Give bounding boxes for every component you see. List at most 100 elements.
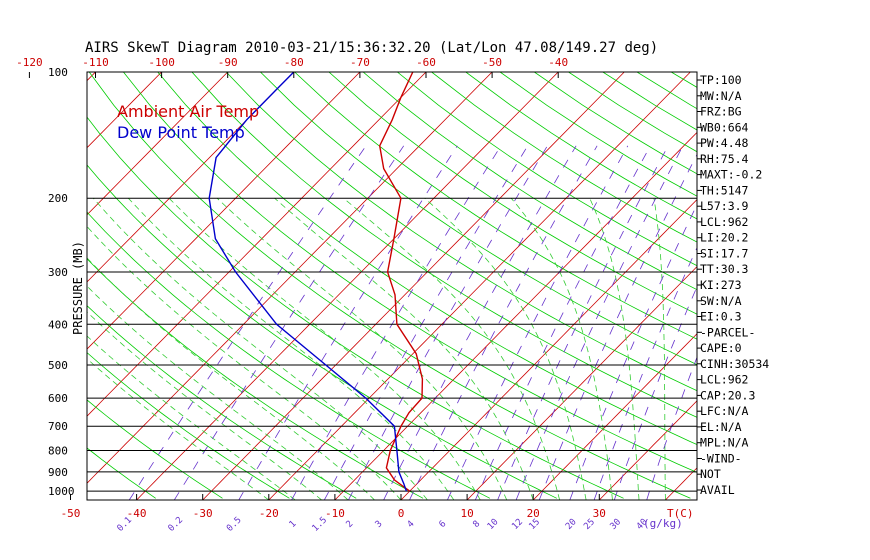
moist-adiabat-line — [510, 197, 613, 500]
isotherm-line — [532, 333, 697, 500]
mixing-ratio-line — [323, 145, 529, 500]
bottom-temp-label: -50 — [61, 507, 81, 520]
mixing-ratio-label: 0.2 — [167, 515, 186, 534]
top-temp-label: -40 — [548, 56, 568, 69]
isotherm-line — [334, 131, 697, 500]
index-entry: SW:N/A — [700, 294, 742, 308]
dry-adiabat-line — [225, 72, 697, 392]
series-dew-point-temp — [208, 72, 408, 492]
top-temp-label: -60 — [416, 56, 436, 69]
index-entry: TP:100 — [700, 73, 742, 87]
index-entry: LCL:962 — [700, 373, 748, 387]
dry-adiabat-line — [87, 211, 491, 499]
bottom-temp-label: -10 — [325, 507, 345, 520]
mixing-ratio-label: 6 — [438, 519, 449, 530]
dry-adiabat-line — [260, 72, 697, 366]
moist-adiabat-line — [87, 285, 349, 500]
isotherm-line — [87, 72, 427, 417]
index-entry: CAPE:0 — [700, 341, 742, 355]
moist-adiabat-line — [87, 257, 375, 500]
bottom-temp-label: 20 — [527, 507, 540, 520]
mixing-ratio-label: 20 — [564, 517, 579, 532]
index-entry: LI:20.2 — [700, 231, 748, 245]
mixing-ratio-label: 12 — [510, 517, 525, 532]
dry-adiabat-line — [740, 72, 870, 498]
mixing-ratio-line — [409, 145, 598, 500]
mixing-ratio-label: 3 — [374, 519, 385, 530]
isotherm-line — [202, 72, 625, 500]
dry-adiabat-line — [88, 72, 691, 499]
isotherm-line — [87, 72, 361, 350]
y-axis-label: PRESSURE (MB) — [71, 241, 85, 335]
index-entry: LCL:962 — [700, 215, 748, 229]
legend: Ambient Air Temp Dew Point Temp — [117, 102, 259, 142]
pressure-label-600: 600 — [48, 392, 68, 405]
isotherm-line — [798, 72, 870, 500]
mixing-ratio-line — [515, 145, 684, 500]
isotherm-line — [0, 72, 29, 500]
dry-adiabat-line — [842, 72, 870, 498]
index-entry: NOT — [700, 467, 721, 481]
pressure-label-1000: 1000 — [48, 485, 75, 498]
moist-adiabat-line — [128, 197, 455, 500]
dry-adiabat-line — [87, 352, 290, 499]
moist-adiabat-line — [216, 197, 508, 500]
dry-adiabat-line — [636, 72, 697, 110]
mixing-ratio-label: 10 — [486, 517, 501, 532]
index-entry: L57:3.9 — [700, 199, 749, 213]
top-temp-label: -100 — [148, 56, 175, 69]
moist-adiabat-line — [168, 197, 481, 500]
legend-ambient-air-temp: Ambient Air Temp — [117, 102, 259, 121]
dry-adiabat-line — [397, 72, 697, 267]
x-axis-label: T(C) — [667, 507, 694, 520]
mixing-ratio-line — [238, 145, 458, 500]
isotherm-line — [400, 198, 697, 500]
pressure-label-700: 700 — [48, 420, 68, 433]
index-entry: FRZ:BG — [700, 105, 742, 119]
plot-frame — [86, 71, 698, 501]
top-temp-label: -70 — [350, 56, 370, 69]
index-entry: TH:5147 — [700, 183, 749, 197]
pressure-label-300: 300 — [48, 266, 68, 279]
chart-title: AIRS SkewT Diagram 2010-03-21/15:36:32.2… — [85, 40, 658, 56]
dry-adiabat-line — [294, 72, 697, 340]
dry-adiabat-line — [157, 72, 697, 445]
index-entry: MAXT:-0.2 — [700, 168, 762, 182]
legend-dew-point-temp: Dew Point Temp — [117, 123, 245, 142]
index-entry: MW:N/A — [700, 89, 742, 103]
dry-adiabat-line — [87, 399, 223, 499]
bottom-temp-label: 30 — [593, 507, 606, 520]
index-entry: -WIND- — [700, 452, 742, 466]
index-entry: WB0:664 — [700, 120, 749, 134]
index-entry: PW:4.48 — [700, 136, 749, 150]
mixing-ratio-line — [447, 145, 629, 500]
moist-adiabat-line — [653, 198, 666, 500]
dry-adiabat-line — [808, 72, 870, 498]
top-temp-label: -50 — [482, 56, 502, 69]
mixing-ratio-label: 30 — [609, 517, 624, 532]
top-temp-label: -90 — [218, 56, 238, 69]
pressure-label-100: 100 — [48, 66, 68, 79]
moist-adiabat-line — [589, 198, 640, 500]
mixing-ratio-label: 1 — [288, 519, 299, 530]
pressure-label-400: 400 — [48, 318, 68, 331]
mixing-ratio-unit: (g/kg) — [643, 517, 683, 530]
dry-adiabat-line — [87, 447, 156, 499]
dry-adiabat-line — [191, 72, 697, 418]
bottom-temp-label: -40 — [127, 507, 147, 520]
isotherm-line — [87, 72, 295, 283]
top-temp-label: -120 — [16, 56, 43, 69]
dry-adiabat-line — [123, 72, 697, 473]
dry-adiabat-line — [328, 72, 697, 315]
isotherm-line — [732, 72, 870, 500]
top-temp-label: -80 — [284, 56, 304, 69]
index-entry: EI:0.3 — [700, 310, 742, 324]
mixing-ratio-line — [128, 145, 367, 500]
moist-adiabat-line — [274, 197, 534, 500]
index-entry: TT:30.3 — [700, 262, 749, 276]
mixing-ratio-label: 8 — [471, 519, 482, 530]
index-entry: -PARCEL- — [700, 325, 755, 339]
index-entry: CINH:30534 — [700, 357, 769, 371]
dry-adiabat-line — [465, 72, 697, 220]
